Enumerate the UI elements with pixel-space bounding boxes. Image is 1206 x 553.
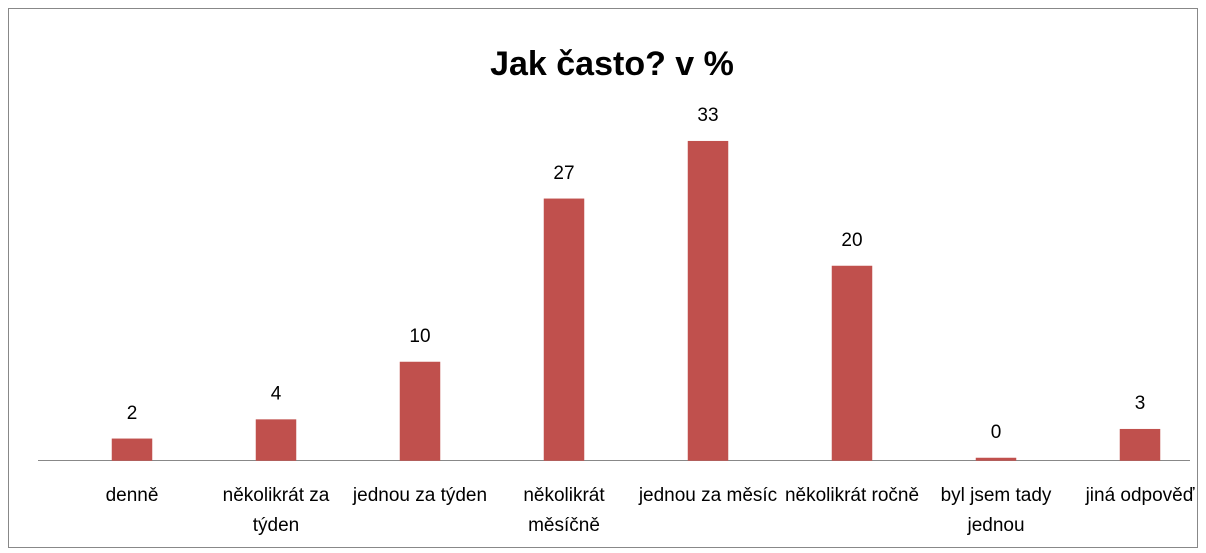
- data-label: 33: [697, 105, 718, 126]
- x-tick-label: denně: [105, 485, 159, 506]
- bar: [975, 457, 1017, 461]
- x-tick-label: několikrát měsíčně: [523, 485, 605, 536]
- x-tick-label: jednou za měsíc: [638, 485, 778, 506]
- chart-title: Jak často? v %: [490, 45, 734, 83]
- x-tick-label: několikrát ročně: [784, 485, 920, 506]
- chart-border: [8, 8, 1198, 548]
- x-tick-label: jiná odpověď: [1085, 485, 1195, 506]
- data-label: 10: [409, 326, 430, 347]
- data-label: 2: [127, 403, 138, 424]
- data-label: 3: [1135, 393, 1146, 414]
- data-label: 0: [991, 422, 1002, 443]
- bar: [687, 140, 729, 461]
- bar: [831, 265, 873, 461]
- data-label: 27: [553, 163, 574, 184]
- data-label: 20: [841, 230, 862, 251]
- x-tick-label: několikrát za týden: [222, 485, 330, 536]
- bar: [1119, 428, 1161, 461]
- bar: [111, 438, 153, 461]
- x-tick-label: byl jsem tady jednou: [940, 485, 1052, 536]
- data-label: 4: [271, 384, 282, 405]
- bar: [255, 419, 297, 461]
- bar: [399, 361, 441, 461]
- x-tick-label: jednou za týden: [352, 485, 488, 506]
- bar: [543, 198, 585, 461]
